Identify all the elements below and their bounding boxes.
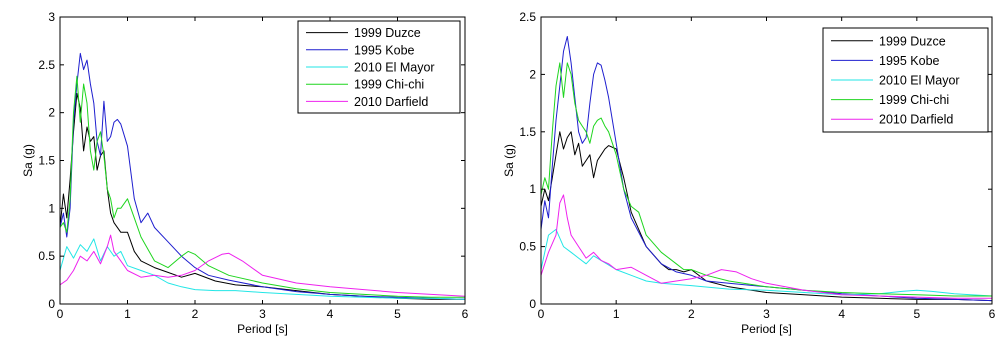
legend-label-1: 1999 Duzce	[879, 34, 946, 48]
y-tick-label: 0	[529, 297, 536, 311]
x-axis-label: Period [s]	[237, 322, 288, 336]
legend-label-3: 2010 El Mayor	[879, 74, 960, 88]
y-tick-label: 2.5	[519, 10, 536, 24]
y-tick-label: 0.5	[519, 240, 536, 254]
x-axis-label: Period [s]	[741, 322, 792, 336]
x-tick-label: 6	[462, 307, 469, 321]
legend-label-4: 1999 Chi-chi	[879, 93, 949, 107]
legend-label-4: 1999 Chi-chi	[354, 78, 424, 92]
x-tick-label: 2	[688, 307, 695, 321]
y-axis-label: Sa (g)	[21, 144, 35, 177]
x-tick-label: 1	[613, 307, 620, 321]
y-tick-label: 1.5	[38, 154, 55, 168]
y-tick-label: 2	[529, 67, 536, 81]
x-tick-label: 5	[394, 307, 401, 321]
x-tick-label: 1	[124, 307, 131, 321]
y-axis-label: Sa (g)	[502, 144, 516, 177]
series-line-2	[60, 52, 465, 300]
y-tick-label: 2	[48, 106, 55, 120]
x-tick-label: 5	[913, 307, 920, 321]
series-group	[541, 36, 992, 302]
x-tick-label: 6	[989, 307, 996, 321]
y-tick-label: 1	[529, 182, 536, 196]
series-group	[60, 52, 465, 300]
series-line-1	[541, 131, 992, 302]
legend: 1999 Duzce 1995 Kobe 2010 El Mayor 1999 Chi…	[297, 20, 461, 114]
series-line-4	[541, 62, 992, 297]
y-tick-label: 0.5	[38, 249, 55, 263]
legend-label-5: 2010 Darfield	[879, 113, 953, 127]
legend-label-2: 1995 Kobe	[354, 43, 415, 57]
x-tick-label: 4	[838, 307, 845, 321]
legend: 1999 Duzce 1995 Kobe 2010 El Mayor 1999 Chi…	[822, 27, 989, 133]
series-line-5	[60, 234, 465, 297]
series-line-4	[60, 75, 465, 298]
legend-label-3: 2010 El Mayor	[354, 61, 435, 75]
y-tick-label: 2.5	[38, 58, 55, 72]
legend-label-5: 2010 Darfield	[354, 95, 428, 109]
x-tick-label: 0	[57, 307, 64, 321]
x-tick-label: 3	[763, 307, 770, 321]
x-tick-label: 3	[259, 307, 266, 321]
series-line-5	[541, 194, 992, 299]
series-line-3	[541, 228, 992, 297]
x-tick-label: 4	[327, 307, 334, 321]
y-tick-label: 1.5	[519, 125, 536, 139]
x-tick-label: 2	[192, 307, 199, 321]
y-tick-label: 0	[48, 297, 55, 311]
legend-label-2: 1995 Kobe	[879, 54, 940, 68]
legend-label-1: 1999 Duzce	[354, 26, 421, 40]
y-tick-label: 1	[48, 201, 55, 215]
chart-2: 0 1 2 3 4 5 6 0 0.5 1 1.5 2 2.5 Period [s] Sa (g) 1999 …	[502, 10, 996, 336]
x-tick-label: 0	[538, 307, 545, 321]
y-tick-label: 3	[48, 10, 55, 24]
